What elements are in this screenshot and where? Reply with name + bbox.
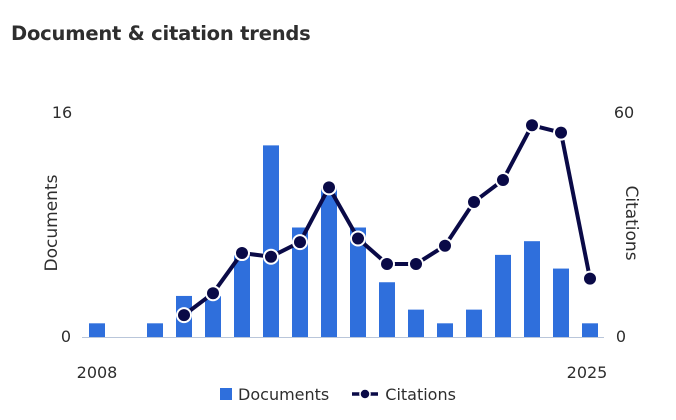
documents-bar-2025[interactable] xyxy=(582,323,598,337)
citations-point-2017[interactable] xyxy=(350,230,366,247)
y-left-tick-min: 0 xyxy=(61,327,71,346)
x-tick-start: 2008 xyxy=(77,363,118,380)
y-left-tick-max: 16 xyxy=(52,103,72,122)
documents-bar-2014[interactable] xyxy=(263,145,279,337)
citations-point-2021[interactable] xyxy=(466,193,482,210)
x-tick-end: 2025 xyxy=(567,363,608,380)
legend-label-citations: Citations xyxy=(385,384,456,404)
citations-point-2024[interactable] xyxy=(553,124,569,141)
documents-bar-2019[interactable] xyxy=(408,309,424,337)
documents-bar-2015[interactable] xyxy=(292,227,308,338)
y-left-axis-label: Documents xyxy=(42,174,62,271)
legend-swatch-documents xyxy=(220,388,233,400)
y-right-axis-label: Citations xyxy=(621,185,641,260)
citations-point-2020[interactable] xyxy=(437,237,453,254)
document-citation-chart: 16 0 60 0 Documents Citations 2008 2025 xyxy=(42,103,641,380)
citations-point-2013[interactable] xyxy=(234,245,250,262)
documents-bar-2012[interactable] xyxy=(205,295,221,337)
citations-point-2011[interactable] xyxy=(176,307,192,324)
legend-item-citations[interactable]: Citations xyxy=(351,385,456,404)
citations-point-2019[interactable] xyxy=(408,256,424,272)
citation-points xyxy=(176,117,598,324)
citations-point-2023[interactable] xyxy=(524,117,540,134)
documents-bars xyxy=(89,145,598,337)
citations-point-2018[interactable] xyxy=(379,256,395,272)
card-title: Document & citation trends xyxy=(11,22,311,45)
documents-bar-2008[interactable] xyxy=(89,323,105,337)
chart-legend: Documents Citations xyxy=(0,384,676,404)
documents-bar-2010[interactable] xyxy=(147,323,163,337)
citations-series xyxy=(176,117,598,324)
citations-point-2012[interactable] xyxy=(205,285,221,302)
citations-point-2025[interactable] xyxy=(582,270,598,287)
citations-point-2015[interactable] xyxy=(292,234,308,251)
citations-point-2022[interactable] xyxy=(495,172,511,189)
legend-swatch-citations xyxy=(352,388,379,400)
legend-item-documents[interactable]: Documents xyxy=(220,385,329,404)
documents-bar-2023[interactable] xyxy=(524,241,540,337)
documents-bar-2022[interactable] xyxy=(495,254,511,337)
documents-bar-2018[interactable] xyxy=(379,282,395,337)
documents-bar-2017[interactable] xyxy=(350,227,366,338)
citations-point-2014[interactable] xyxy=(263,248,279,265)
documents-bar-2013[interactable] xyxy=(234,254,250,337)
documents-bar-2020[interactable] xyxy=(437,323,453,337)
documents-bar-2021[interactable] xyxy=(466,309,482,337)
documents-bar-2024[interactable] xyxy=(553,268,569,337)
citations-point-2016[interactable] xyxy=(321,179,337,196)
documents-bar-2016[interactable] xyxy=(321,186,337,337)
y-right-tick-min: 0 xyxy=(616,327,626,346)
y-right-tick-max: 60 xyxy=(614,103,634,122)
legend-label-documents: Documents xyxy=(238,384,330,404)
